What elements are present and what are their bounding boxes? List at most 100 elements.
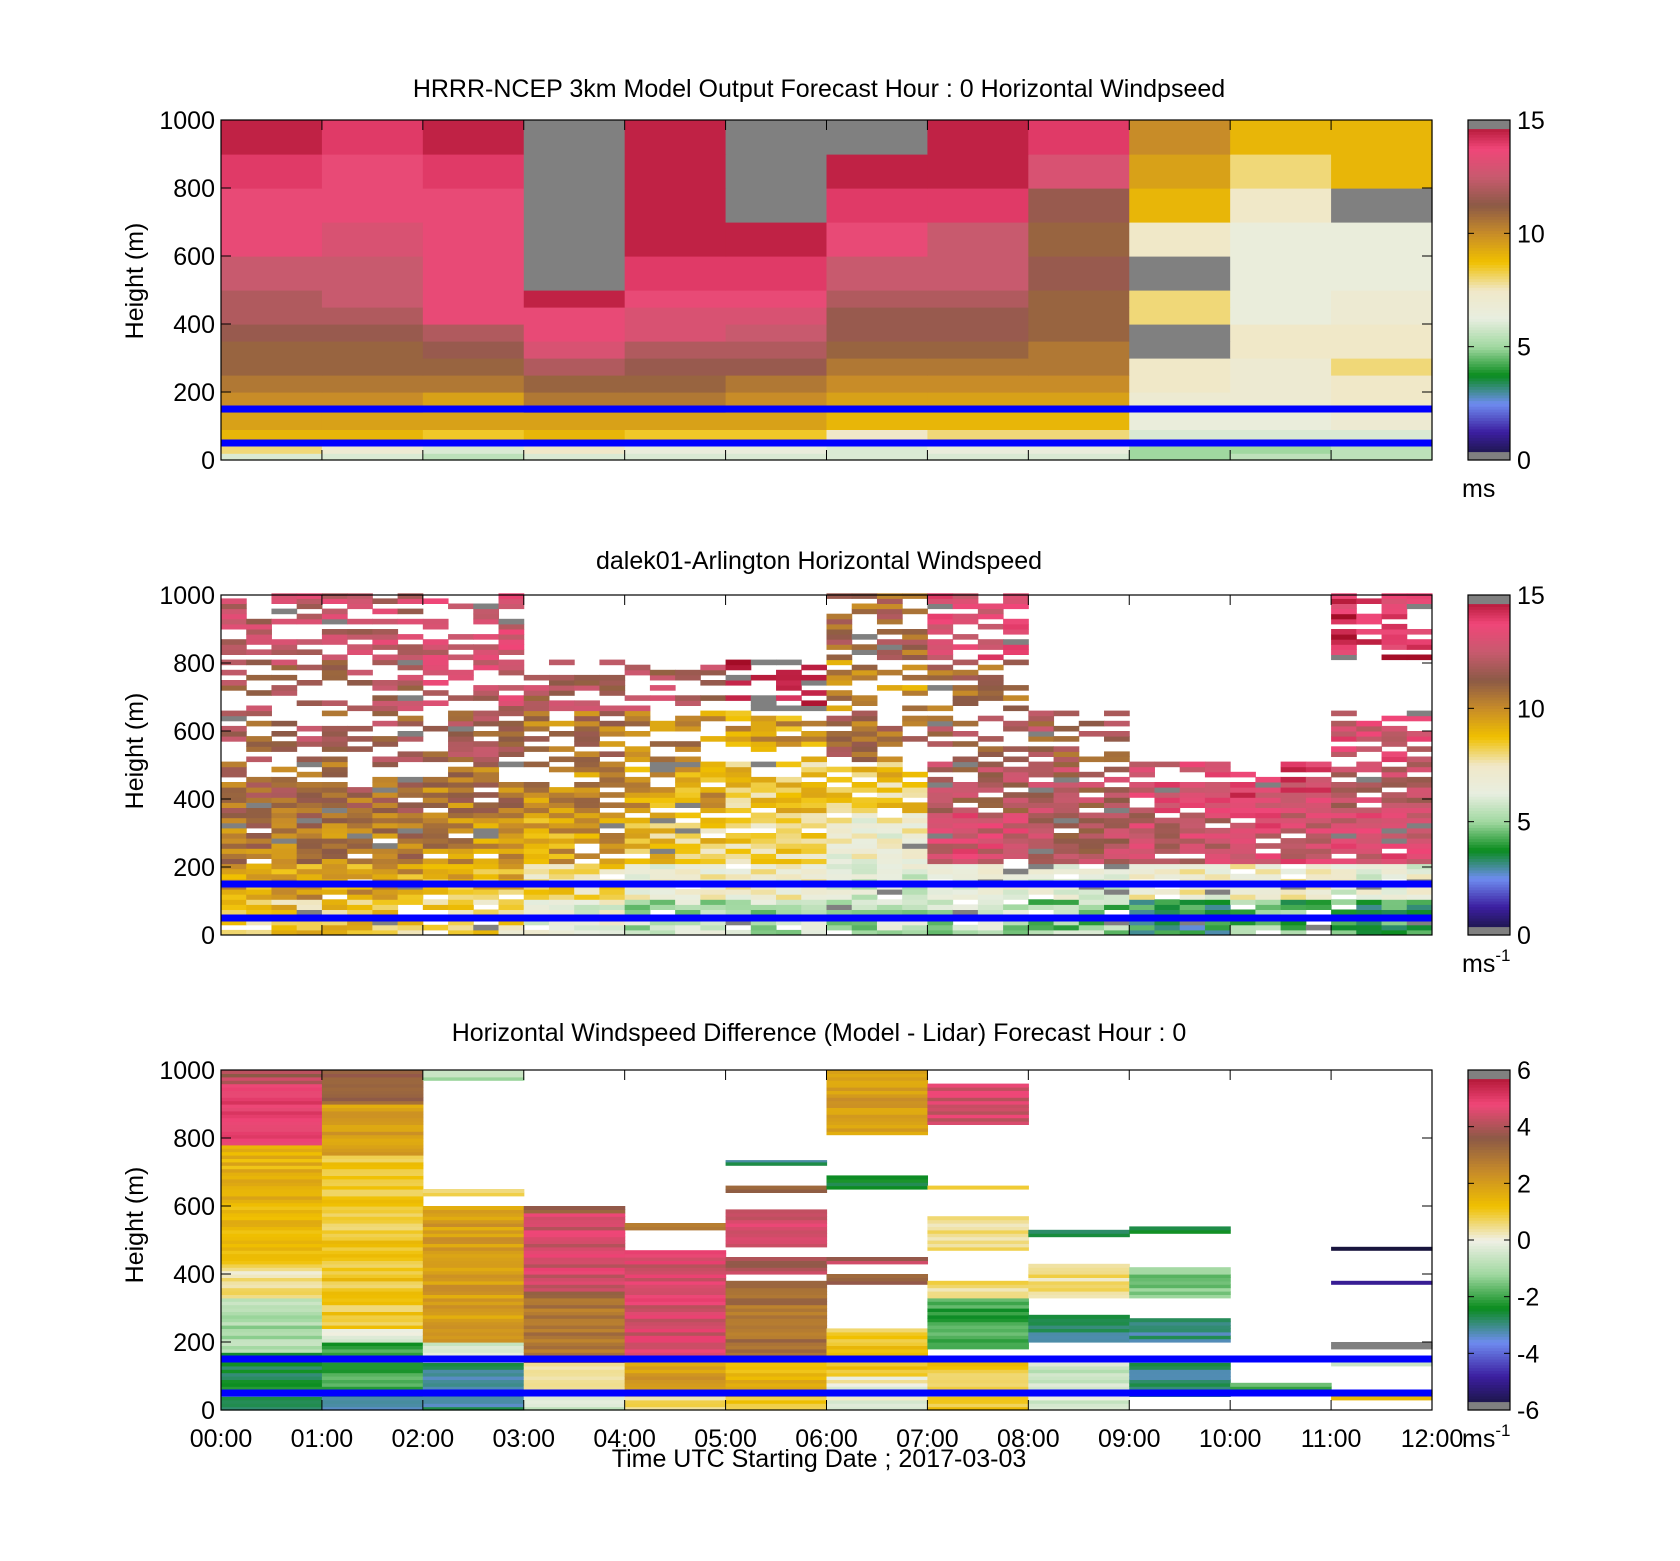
lidar-cell bbox=[1154, 838, 1181, 844]
lidar-cell bbox=[876, 649, 903, 655]
colorbar-swatch bbox=[1468, 929, 1510, 933]
lidar-cell bbox=[1154, 909, 1181, 916]
heatmap-cell bbox=[221, 453, 323, 461]
lidar-cell bbox=[397, 705, 424, 712]
lidar-cell bbox=[296, 807, 323, 814]
heatmap-cell bbox=[221, 341, 323, 359]
heatmap-cell bbox=[422, 412, 525, 430]
lidar-cell bbox=[296, 598, 323, 604]
difference-cell bbox=[422, 1243, 525, 1248]
lidar-cell bbox=[296, 843, 323, 849]
colorbar-swatch bbox=[1468, 872, 1510, 877]
lidar-cell bbox=[1204, 899, 1231, 905]
difference-cell bbox=[321, 1080, 424, 1085]
lidar-cell bbox=[649, 863, 676, 870]
colorbar-swatch bbox=[1468, 1279, 1510, 1284]
lidar-cell bbox=[927, 603, 954, 610]
lidar-cell bbox=[675, 894, 701, 900]
difference-cell bbox=[321, 1369, 424, 1374]
lidar-cell bbox=[1381, 797, 1408, 803]
lidar-cell bbox=[1003, 873, 1029, 880]
lidar-cell bbox=[548, 822, 575, 829]
lidar-cell bbox=[599, 751, 626, 757]
colorbar-swatch bbox=[1468, 614, 1510, 619]
colorbar-swatch bbox=[1468, 1359, 1510, 1363]
lidar-cell bbox=[675, 929, 701, 936]
colorbar-swatch bbox=[1468, 1327, 1510, 1332]
lidar-cell bbox=[952, 787, 979, 793]
lidar-cell bbox=[977, 736, 1004, 742]
lidar-cell bbox=[649, 858, 676, 865]
lidar-cell bbox=[851, 863, 878, 870]
lidar-cell bbox=[271, 674, 298, 681]
lidar-cell bbox=[599, 833, 626, 839]
difference-cell bbox=[321, 1270, 424, 1275]
difference-cell bbox=[221, 1263, 323, 1268]
lidar-cell bbox=[624, 909, 651, 916]
lidar-cell bbox=[473, 807, 500, 814]
difference-cell bbox=[725, 1372, 828, 1377]
lidar-cell bbox=[1078, 782, 1105, 788]
lidar-cell bbox=[1179, 889, 1206, 895]
lidar-cell bbox=[523, 725, 550, 732]
lidar-cell bbox=[221, 623, 247, 630]
lidar-cell bbox=[321, 807, 348, 814]
lidar-cell bbox=[649, 904, 676, 910]
colorbar-swatch bbox=[1468, 1206, 1510, 1210]
lidar-cell bbox=[1255, 899, 1282, 905]
lidar-cell bbox=[1003, 817, 1029, 824]
difference-cell bbox=[1028, 1321, 1130, 1326]
difference-cell bbox=[1129, 1335, 1231, 1340]
difference-cell bbox=[422, 1212, 525, 1217]
lidar-cell bbox=[296, 787, 323, 793]
colorbar-swatch bbox=[1468, 1217, 1510, 1221]
lidar-cell bbox=[372, 756, 399, 763]
colorbar-swatch bbox=[1468, 1384, 1510, 1388]
difference-cell bbox=[422, 1301, 525, 1306]
difference-cell bbox=[624, 1294, 727, 1299]
lidar-cell bbox=[826, 613, 853, 620]
lidar-cell bbox=[977, 644, 1004, 650]
lidar-cell bbox=[1305, 776, 1332, 783]
lidar-cell bbox=[700, 868, 727, 875]
lidar-cell bbox=[1053, 797, 1080, 803]
heatmap-cell bbox=[927, 443, 1029, 454]
heatmap-cell bbox=[1331, 256, 1433, 291]
lidar-cell bbox=[876, 725, 903, 732]
lidar-cell bbox=[1331, 807, 1357, 814]
lidar-cell bbox=[977, 848, 1004, 854]
lidar-cell bbox=[1078, 894, 1105, 900]
lidar-cell bbox=[977, 894, 1004, 900]
colorbar-swatch bbox=[1468, 457, 1510, 461]
difference-cell bbox=[1230, 1386, 1332, 1391]
lidar-cell bbox=[952, 843, 979, 849]
lidar-cell bbox=[574, 889, 600, 895]
colorbar-swatch bbox=[1468, 626, 1510, 630]
colorbar-swatch bbox=[1468, 256, 1510, 260]
colorbar-swatch bbox=[1468, 1398, 1510, 1403]
difference-cell bbox=[523, 1365, 626, 1370]
lidar-cell bbox=[574, 705, 600, 712]
lidar-cell bbox=[1305, 782, 1332, 788]
difference-cell bbox=[725, 1345, 828, 1350]
lidar-cell bbox=[1078, 919, 1105, 926]
lidar-cell bbox=[675, 715, 701, 722]
colorbar-swatch bbox=[1468, 620, 1510, 624]
lidar-cell bbox=[1003, 838, 1029, 844]
lidar-cell bbox=[1230, 802, 1256, 808]
difference-cell bbox=[725, 1348, 828, 1353]
heatmap-cell bbox=[1028, 188, 1130, 223]
lidar-cell bbox=[700, 695, 727, 701]
heatmap-cell bbox=[624, 412, 727, 430]
lidar-cell bbox=[296, 736, 323, 742]
lidar-cell bbox=[1356, 868, 1383, 875]
lidar-cell bbox=[649, 669, 676, 676]
lidar-cell bbox=[750, 899, 777, 905]
lidar-cell bbox=[1053, 924, 1080, 931]
lidar-cell bbox=[246, 659, 272, 666]
lidar-cell bbox=[271, 863, 298, 870]
lidar-cell bbox=[725, 899, 752, 905]
difference-cell bbox=[321, 1406, 424, 1411]
lidar-cell bbox=[1154, 843, 1181, 849]
lidar-cell bbox=[851, 822, 878, 829]
